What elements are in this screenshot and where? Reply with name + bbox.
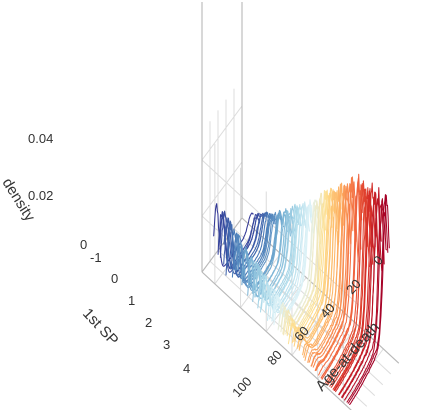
density-curve	[298, 190, 340, 350]
sidewall-gridline-z	[201, 159, 360, 306]
density-curve	[312, 183, 354, 368]
density-curve	[344, 204, 385, 401]
density-curve	[320, 181, 362, 379]
floor-side-edge	[201, 271, 352, 410]
density-curve	[308, 184, 350, 363]
density-curve	[335, 182, 376, 393]
density-curve	[252, 212, 293, 303]
density-curve	[286, 189, 328, 337]
backwall-gridline-z	[201, 161, 243, 217]
x-tick-label: 100	[229, 374, 255, 400]
y-axis-title: 1st SP	[79, 305, 122, 349]
y-tick-label: 0	[111, 271, 118, 286]
y-tick-label: 1	[128, 293, 135, 308]
density-curve	[341, 199, 383, 399]
density-curve	[233, 215, 275, 283]
density-curve	[287, 190, 329, 345]
density-curve	[315, 177, 357, 372]
density-curve	[304, 182, 346, 361]
density-curve	[260, 209, 302, 310]
density-curve	[349, 194, 390, 406]
floor-back-edge	[201, 217, 243, 273]
floor-gridline-x	[233, 228, 392, 375]
density-curve	[346, 198, 388, 403]
y-tick-label: 3	[163, 337, 170, 352]
density-curve	[318, 181, 359, 376]
y-tick-label: 2	[145, 315, 152, 330]
density-curve	[258, 205, 300, 307]
density-curve	[293, 187, 335, 347]
density-curve	[283, 192, 324, 336]
z-tick-label: 0.02	[28, 188, 53, 203]
y-tick-label: -1	[90, 250, 102, 265]
density-curve	[347, 194, 389, 404]
density-curve	[273, 203, 315, 326]
floor-gridline-y	[342, 348, 384, 404]
density-curve	[291, 192, 333, 344]
density-curve	[329, 188, 370, 387]
density-curve	[321, 173, 363, 380]
x-tick-label: 80	[264, 347, 285, 368]
z-tick-label: 0.04	[28, 131, 53, 146]
density-curve	[307, 185, 348, 363]
y-tick-label-extra: 0	[80, 237, 87, 252]
density-curve	[327, 180, 369, 386]
density-curve	[272, 199, 313, 322]
density-curve	[296, 189, 338, 350]
curve-layer	[213, 173, 390, 406]
y-tick-label: 4	[183, 361, 190, 376]
backwall-gridline-z	[201, 105, 243, 161]
density-curve	[332, 190, 374, 390]
density-curve	[315, 182, 356, 372]
density-curve	[325, 184, 366, 383]
density-curve	[280, 206, 322, 327]
density-curve	[330, 187, 372, 388]
density-curve	[338, 191, 380, 396]
density-curve	[310, 183, 352, 367]
density-curve	[250, 209, 292, 299]
density-curve	[334, 190, 375, 392]
